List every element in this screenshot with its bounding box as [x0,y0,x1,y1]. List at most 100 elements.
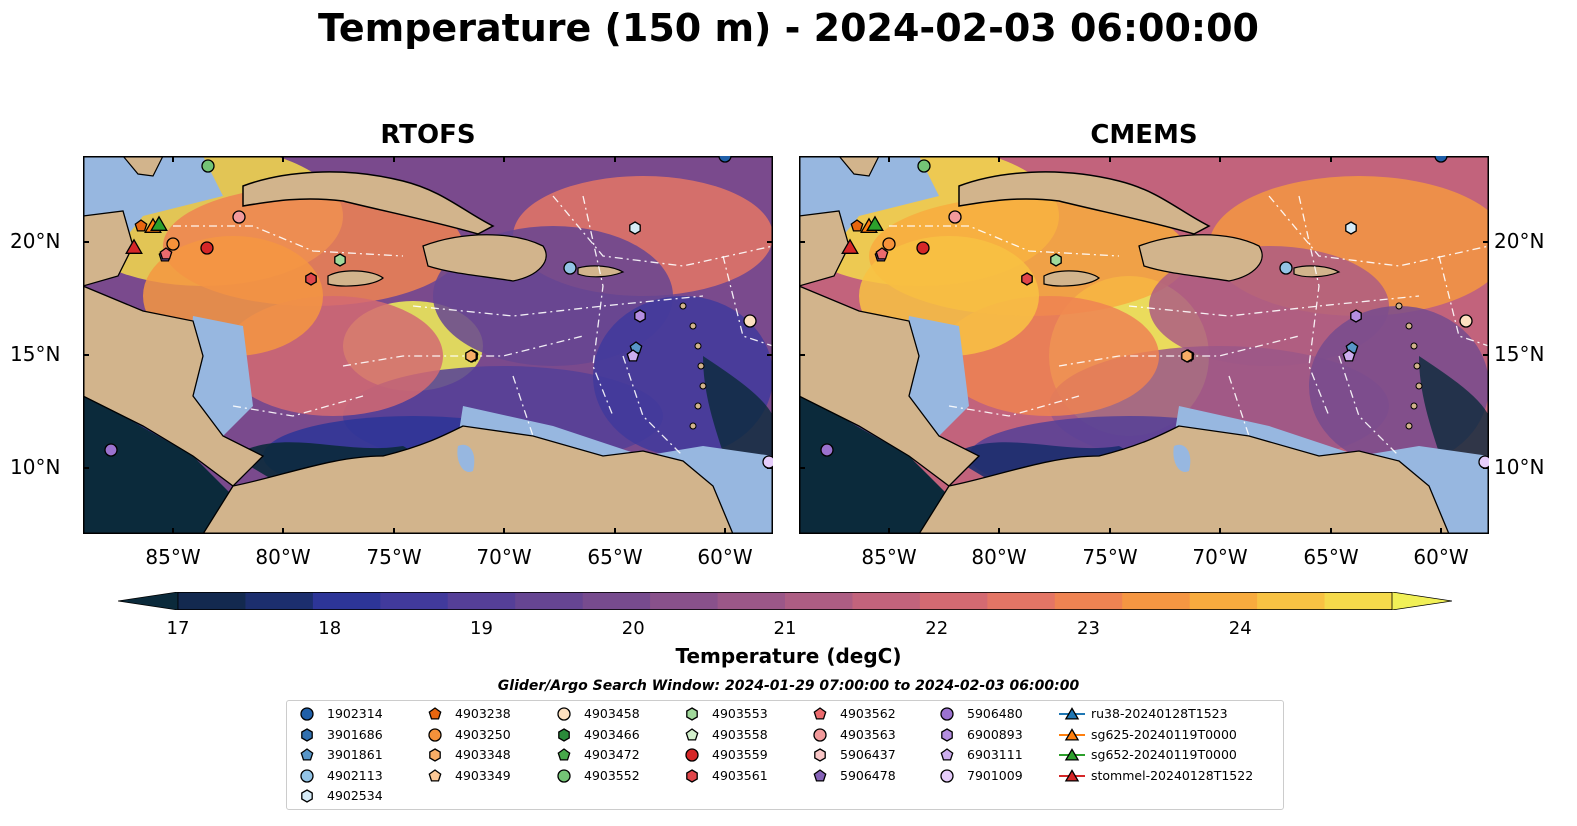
legend-label: 4903458 [584,706,640,721]
colorbar-segment [515,592,584,610]
marker-stommel-20240128T1522 [125,238,143,254]
colorbar-segment [447,592,516,610]
figure-title: Temperature (150 m) - 2024-02-03 06:00:0… [317,6,1259,50]
legend: 1902314 3901686 3901861 4902113 4902534 49032… [286,700,1284,810]
legend-marker-icon [429,748,441,762]
colorbar-segment [1257,592,1326,610]
legend-marker-icon [557,707,571,721]
lon-tick-label: 70°W [476,545,532,569]
legend-marker-icon [685,727,699,741]
marker-4903238 [134,219,148,232]
lat-tick-label-right: 15°N [1494,342,1545,366]
legend-marker-icon [428,707,442,720]
legend-label: 4903563 [840,726,896,742]
colorbar-segment [717,592,786,610]
marker-5906480 [820,443,834,457]
marker-4903250 [882,237,896,251]
colorbar-segment [852,592,921,610]
legend-marker-icon [814,748,826,762]
marker-4903458 [1459,314,1473,328]
legend-label: 4903250 [455,726,511,742]
legend-label: sg625-20240119T0000 [1091,726,1237,742]
legend-label: 4903553 [712,706,768,721]
lon-tick-label: 75°W [1082,545,1138,569]
legend-marker-icon [940,769,954,783]
legend-label: stommel-20240128T1522 [1091,767,1254,783]
colorbar [118,592,1452,610]
lat-tick-label-left: 15°N [10,342,61,366]
legend-marker-icon [685,748,699,762]
legend-marker-icon [1059,748,1085,761]
marker-7901009 [762,455,773,469]
legend-label: 4903561 [712,767,768,783]
colorbar-segment [1054,592,1123,610]
legend-label: 4902113 [327,767,383,783]
lon-tick-label: 80°W [255,545,311,569]
legend-label: 4903349 [455,767,511,783]
legend-marker-icon [686,769,698,783]
legend-marker-icon [813,707,827,720]
marker-4903559 [916,241,930,255]
colorbar-segment [919,592,988,610]
marker-4903562 [159,247,173,260]
marker-5906480 [104,443,118,457]
lat-tick-label-right: 10°N [1494,455,1545,479]
colorbar-tick-label: 23 [1077,618,1100,639]
legend-label: 4903552 [584,767,640,783]
marker-4903563 [232,210,246,224]
legend-label: 3901861 [327,747,383,763]
legend-label: 5906478 [840,767,896,783]
colorbar-segment [312,592,381,610]
marker-4903562 [875,247,889,260]
legend-label: 4903348 [455,747,511,763]
marker-1902314 [1434,156,1448,163]
colorbar-segment [785,592,853,610]
legend-label: 7901009 [967,767,1023,783]
marker-4903553 [1050,253,1062,267]
marker-stommel-20240128T1522 [841,238,859,254]
map-panel-cmems [799,156,1489,534]
colorbar-tick-label: 22 [925,618,949,639]
legend-label: 3901686 [327,726,383,742]
legend-label: 5906480 [967,706,1023,721]
colorbar-segment [245,592,314,610]
marker-4903458 [743,314,757,328]
marker-4903561 [1021,272,1033,286]
colorbar-tick-label: 24 [1228,618,1252,639]
panel-title-cmems: CMEMS [1090,120,1198,150]
lat-tick-label-left: 20°N [10,229,61,253]
marker-6903111 [1342,349,1356,362]
marker-4903559 [200,241,214,255]
marker-4902113 [1279,261,1293,275]
legend-marker-icon [428,768,442,782]
legend-label: 4903472 [584,747,640,763]
lon-tick-label: 70°W [1192,545,1248,569]
legend-label: 4903558 [712,726,768,742]
colorbar-tick-label: 19 [470,618,493,639]
colorbar-segment [650,592,719,610]
marker-4903348 [465,349,477,363]
marker-4903552 [917,159,931,173]
lat-tick-label-right: 20°N [1494,229,1545,253]
legend-label: 4903562 [840,706,896,721]
legend-marker-icon [1059,727,1085,741]
legend-label: 6903111 [967,747,1023,763]
colorbar-segment [987,592,1056,610]
marker-4902534 [1345,221,1357,235]
legend-marker-icon [301,789,313,804]
legend-marker-icon [813,727,827,742]
legend-marker-icon [301,727,313,742]
legend-marker-icon [941,727,953,742]
marker-6903111 [626,349,640,362]
marker-4903238 [850,219,864,232]
marker-sg652-20240119T0000 [150,215,168,231]
legend-label: sg652-20240119T0000 [1091,747,1237,763]
legend-label: 4903238 [455,706,511,721]
marker-1902314 [718,156,732,163]
search-window-text: Glider/Argo Search Window: 2024-01-29 07… [497,678,1080,694]
lat-tick-label-left: 10°N [10,455,61,479]
marker-4903563 [948,210,962,224]
colorbar-tick-label: 17 [166,618,190,639]
legend-label: 4903559 [712,747,768,763]
panel-title-rtofs: RTOFS [380,120,476,150]
